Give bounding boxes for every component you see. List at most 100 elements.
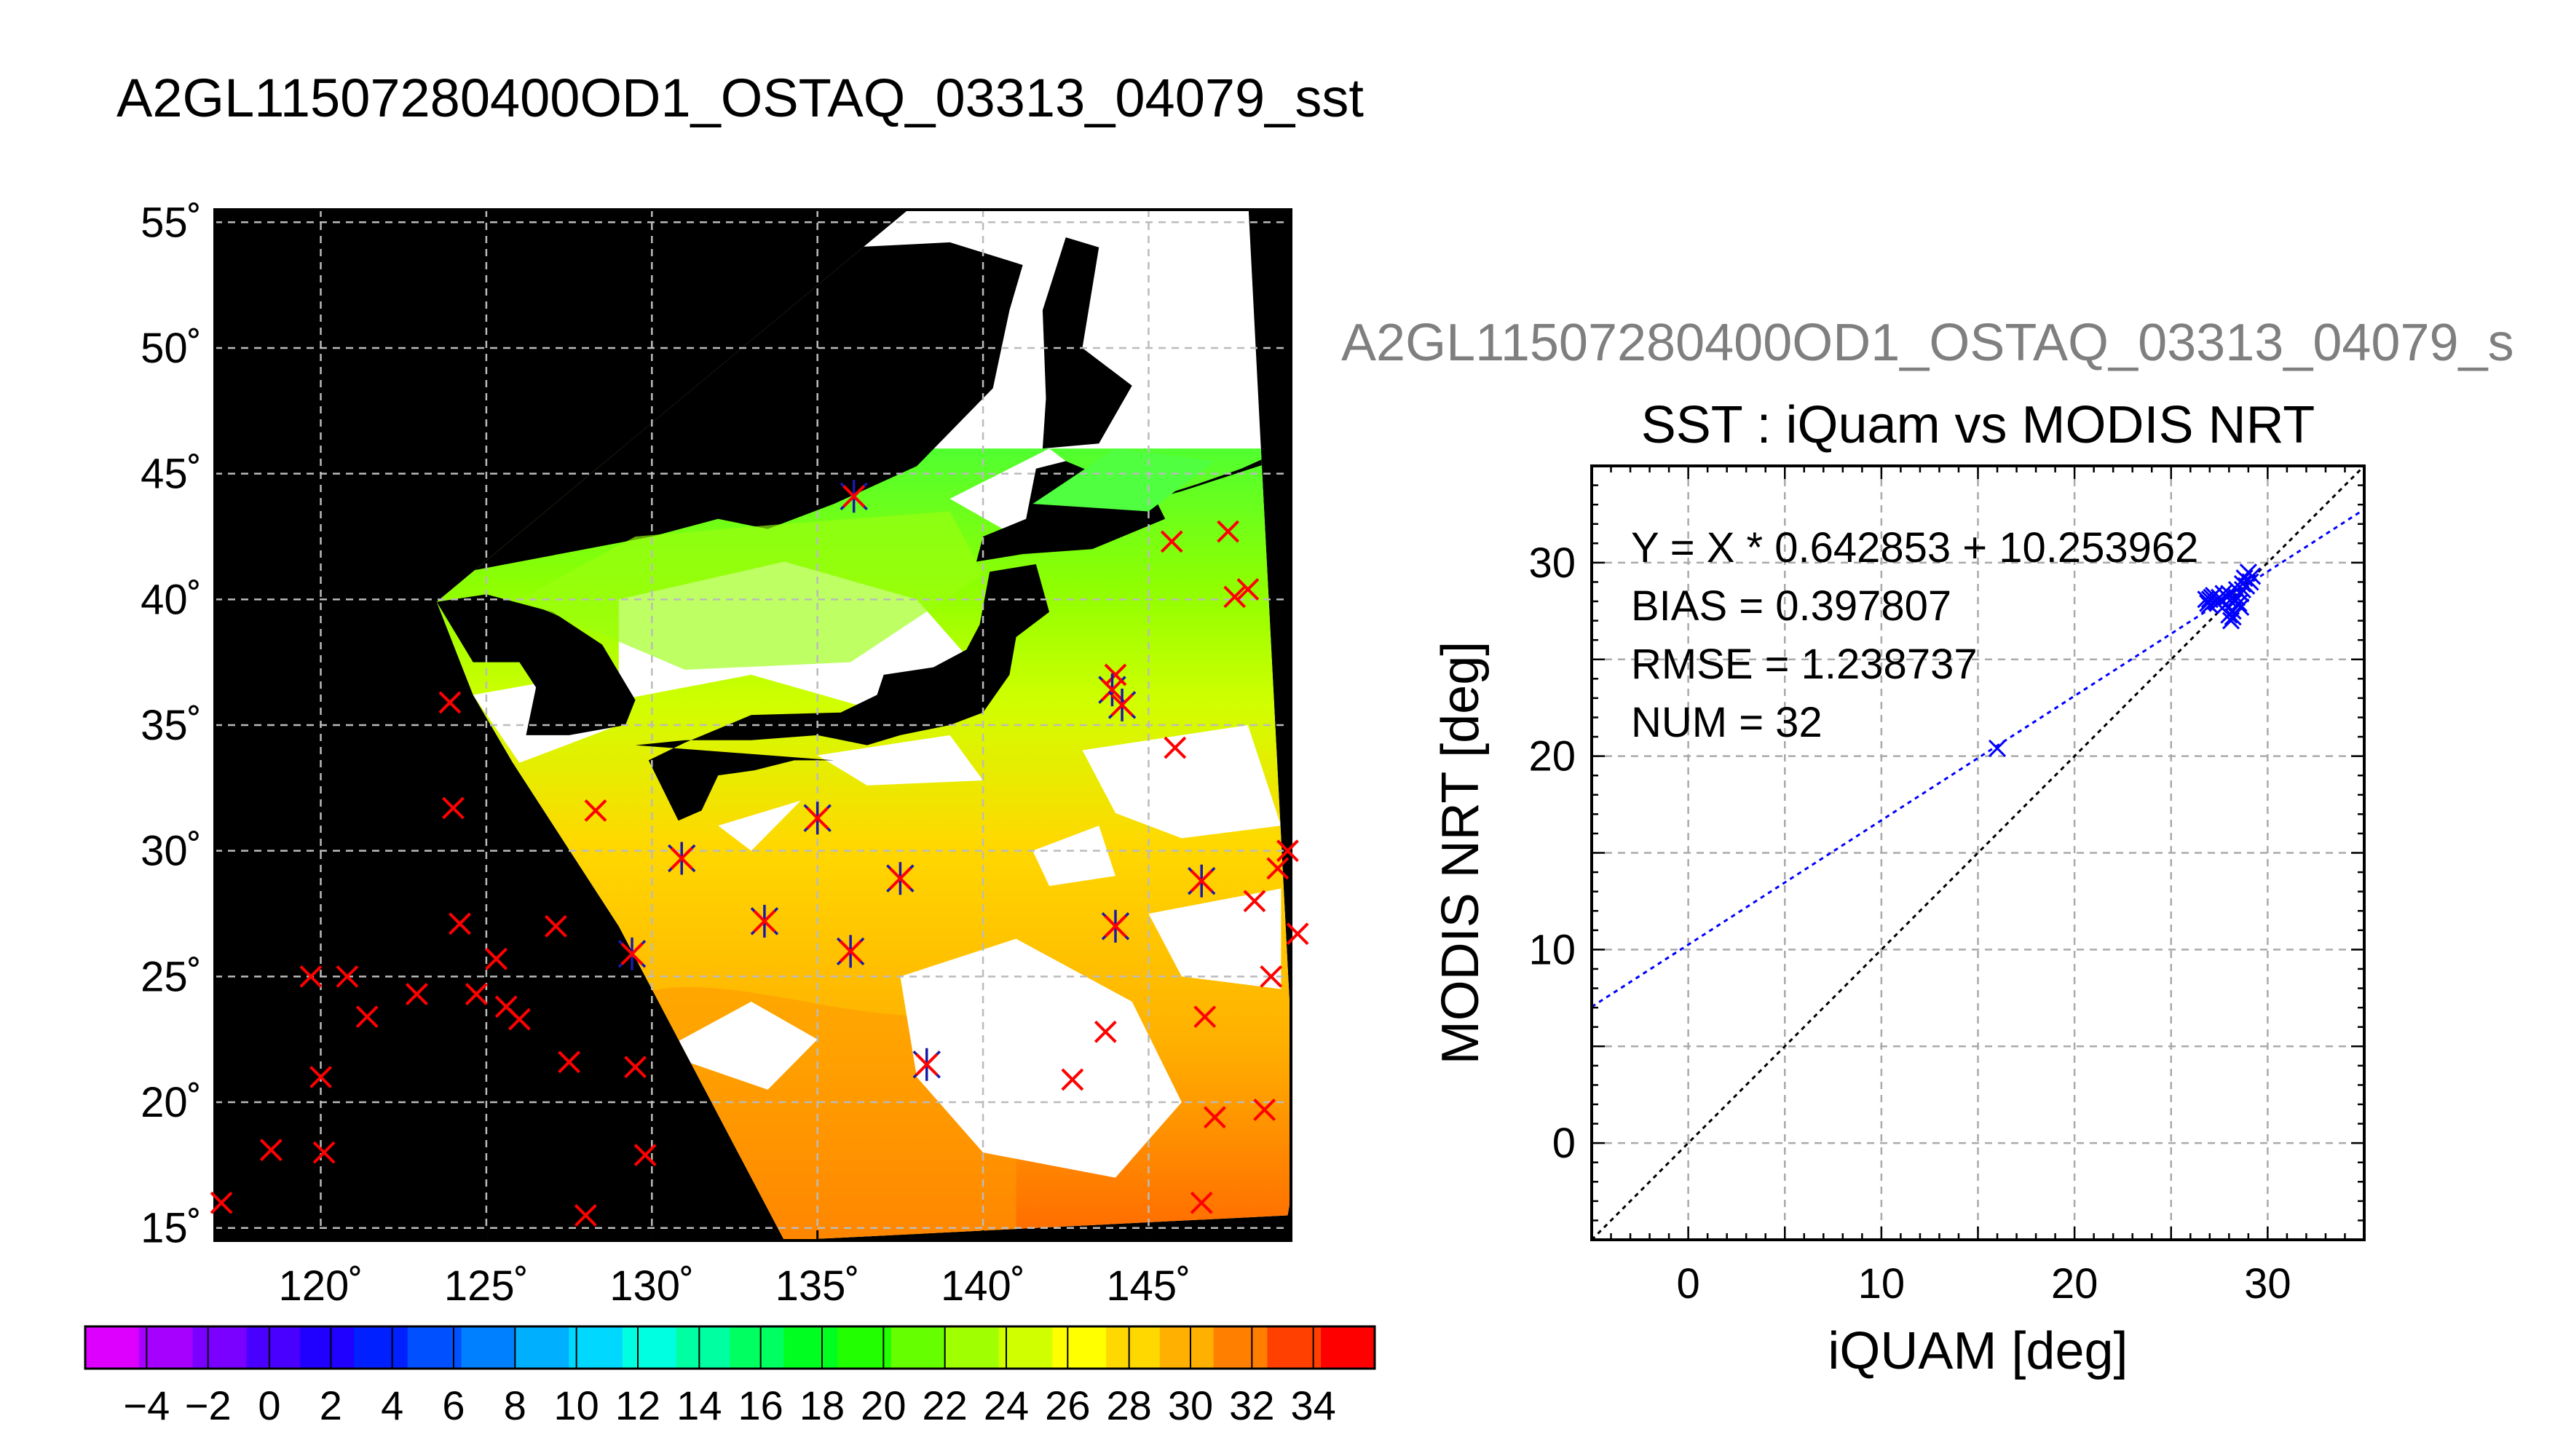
scatter-annotation: BIAS = 0.397807 <box>1631 582 1951 630</box>
matchup-point-cross <box>1101 678 1124 702</box>
iquam-point <box>210 1191 233 1214</box>
iquam-point <box>1276 839 1299 863</box>
scatter-y-tick-label: 20 <box>1528 733 1576 780</box>
iquam-point <box>465 983 488 1005</box>
colorbar-tick-label: 30 <box>1168 1382 1213 1428</box>
matchup-point-cross <box>888 867 912 890</box>
colorbar-tick-label: 4 <box>381 1382 403 1428</box>
colorbar-tick-label: 2 <box>320 1382 342 1428</box>
colorbar-swatch <box>85 1326 140 1369</box>
map-frame <box>213 208 1292 1242</box>
scatter-header: A2GL11507280400OD1_OSTAQ_03313_04079_s <box>1341 314 2514 372</box>
colorbar-swatch <box>138 1326 194 1369</box>
colorbar-tick-label: 10 <box>554 1382 599 1428</box>
colorbar-swatch <box>1213 1326 1268 1369</box>
scatter-x-tick-label: 20 <box>2051 1260 2098 1307</box>
colorbar-tick-label: 34 <box>1291 1382 1336 1428</box>
iquam-point <box>336 965 359 988</box>
scatter-x-tick-label: 0 <box>1676 1260 1699 1307</box>
iquam-point <box>1236 578 1260 601</box>
colorbar-tick-label: 12 <box>615 1382 660 1428</box>
colorbar-tick-label: 28 <box>1107 1382 1152 1428</box>
scatter-point <box>2214 585 2232 603</box>
scatter-point <box>2224 608 2242 626</box>
iquam-point <box>584 799 607 822</box>
scatter-annotation: Y = X * 0.642853 + 10.253962 <box>1631 524 2198 571</box>
scatter-point <box>1988 739 2007 758</box>
map-x-tick-label: 145˚ <box>1106 1262 1190 1310</box>
map-y-tick-label: 20˚ <box>141 1079 202 1126</box>
scatter-point <box>2220 606 2238 624</box>
colorbar-swatch <box>569 1326 623 1369</box>
land-3 <box>1042 237 1132 449</box>
iquam-point <box>1061 1068 1084 1091</box>
map-y-tick-label: 45˚ <box>141 451 202 498</box>
colorbar-swatch <box>461 1326 516 1369</box>
cloud-patch-9 <box>1032 826 1115 887</box>
iquam-point <box>1193 1005 1217 1029</box>
colorbar-swatch <box>1321 1326 1375 1369</box>
scatter-annotation: RMSE = 1.238737 <box>1631 641 1978 688</box>
cloud-patch-8 <box>718 800 801 851</box>
japan-sea-green <box>519 511 984 670</box>
iquam-point <box>633 1144 657 1166</box>
colorbar-tick-label: 16 <box>738 1382 783 1428</box>
iquam-point <box>1286 922 1309 946</box>
matchup-point-cross <box>670 847 693 870</box>
iquam-point <box>1160 530 1183 553</box>
cloud-patch-2 <box>900 938 1182 1178</box>
scatter-x-axis-label: iQUAM [deg] <box>1828 1322 2128 1380</box>
iquam-point <box>544 914 567 938</box>
colorbar-swatch <box>783 1326 839 1369</box>
scatter-y-axis-label: MODIS NRT [deg] <box>1431 641 1490 1065</box>
scatter-x-tick-label: 30 <box>2244 1260 2291 1307</box>
map-y-tick-label: 25˚ <box>141 953 202 1000</box>
scatter-y-tick-label: 0 <box>1552 1120 1576 1167</box>
map-x-tick-label: 120˚ <box>278 1262 363 1310</box>
matchup-point-cross <box>1110 693 1134 716</box>
matchup-point-cross <box>839 940 862 963</box>
iquam-point <box>309 1066 332 1088</box>
scatter-point <box>2232 598 2250 617</box>
scatter-point <box>2243 567 2262 585</box>
map-y-tick-label: 35˚ <box>141 702 202 749</box>
colorbar-swatch <box>944 1326 1000 1369</box>
iquam-point <box>485 947 508 970</box>
map-y-tick-label: 30˚ <box>141 828 202 875</box>
iquam-point <box>574 1204 597 1227</box>
iquam-point <box>312 1141 336 1164</box>
iquam-point <box>299 965 323 988</box>
iquam-point <box>405 983 428 1005</box>
iquam-point <box>624 1056 647 1079</box>
scatter-annotation: NUM = 32 <box>1631 699 1823 746</box>
map-y-tick-label: 50˚ <box>141 325 202 372</box>
colorbar-tick-label: 26 <box>1045 1382 1090 1428</box>
colorbar-tick-label: 8 <box>504 1382 526 1428</box>
cloud-patch-5 <box>1148 888 1282 989</box>
scatter-frame <box>1590 464 2366 1241</box>
cloud-patch-1 <box>1082 725 1282 839</box>
iquam-point <box>1203 1106 1226 1129</box>
colorbar-swatch <box>353 1326 408 1369</box>
scatter-x-tick-label: 10 <box>1858 1260 1906 1307</box>
colorbar-frame <box>84 1325 1376 1370</box>
iquam-point <box>438 691 462 714</box>
colorbar-tick-label: 0 <box>258 1382 280 1428</box>
colorbar-tick-label: −4 <box>123 1382 170 1428</box>
iquam-point <box>508 1008 531 1031</box>
colorbar-tick-label: −2 <box>185 1382 232 1428</box>
colorbar-swatch <box>192 1326 248 1369</box>
iquam-point <box>1253 1098 1276 1121</box>
scatter-point <box>2200 590 2219 609</box>
colorbar-swatch <box>998 1326 1054 1369</box>
iquam-point <box>259 1139 283 1162</box>
colorbar-tick-label: 22 <box>923 1382 968 1428</box>
land-1 <box>635 563 1050 821</box>
iquam-point <box>1223 585 1247 609</box>
iquam-point <box>442 796 465 820</box>
map-y-tick-label: 55˚ <box>141 199 202 246</box>
colorbar-swatch <box>1159 1326 1215 1369</box>
colorbar-swatch <box>622 1326 677 1369</box>
